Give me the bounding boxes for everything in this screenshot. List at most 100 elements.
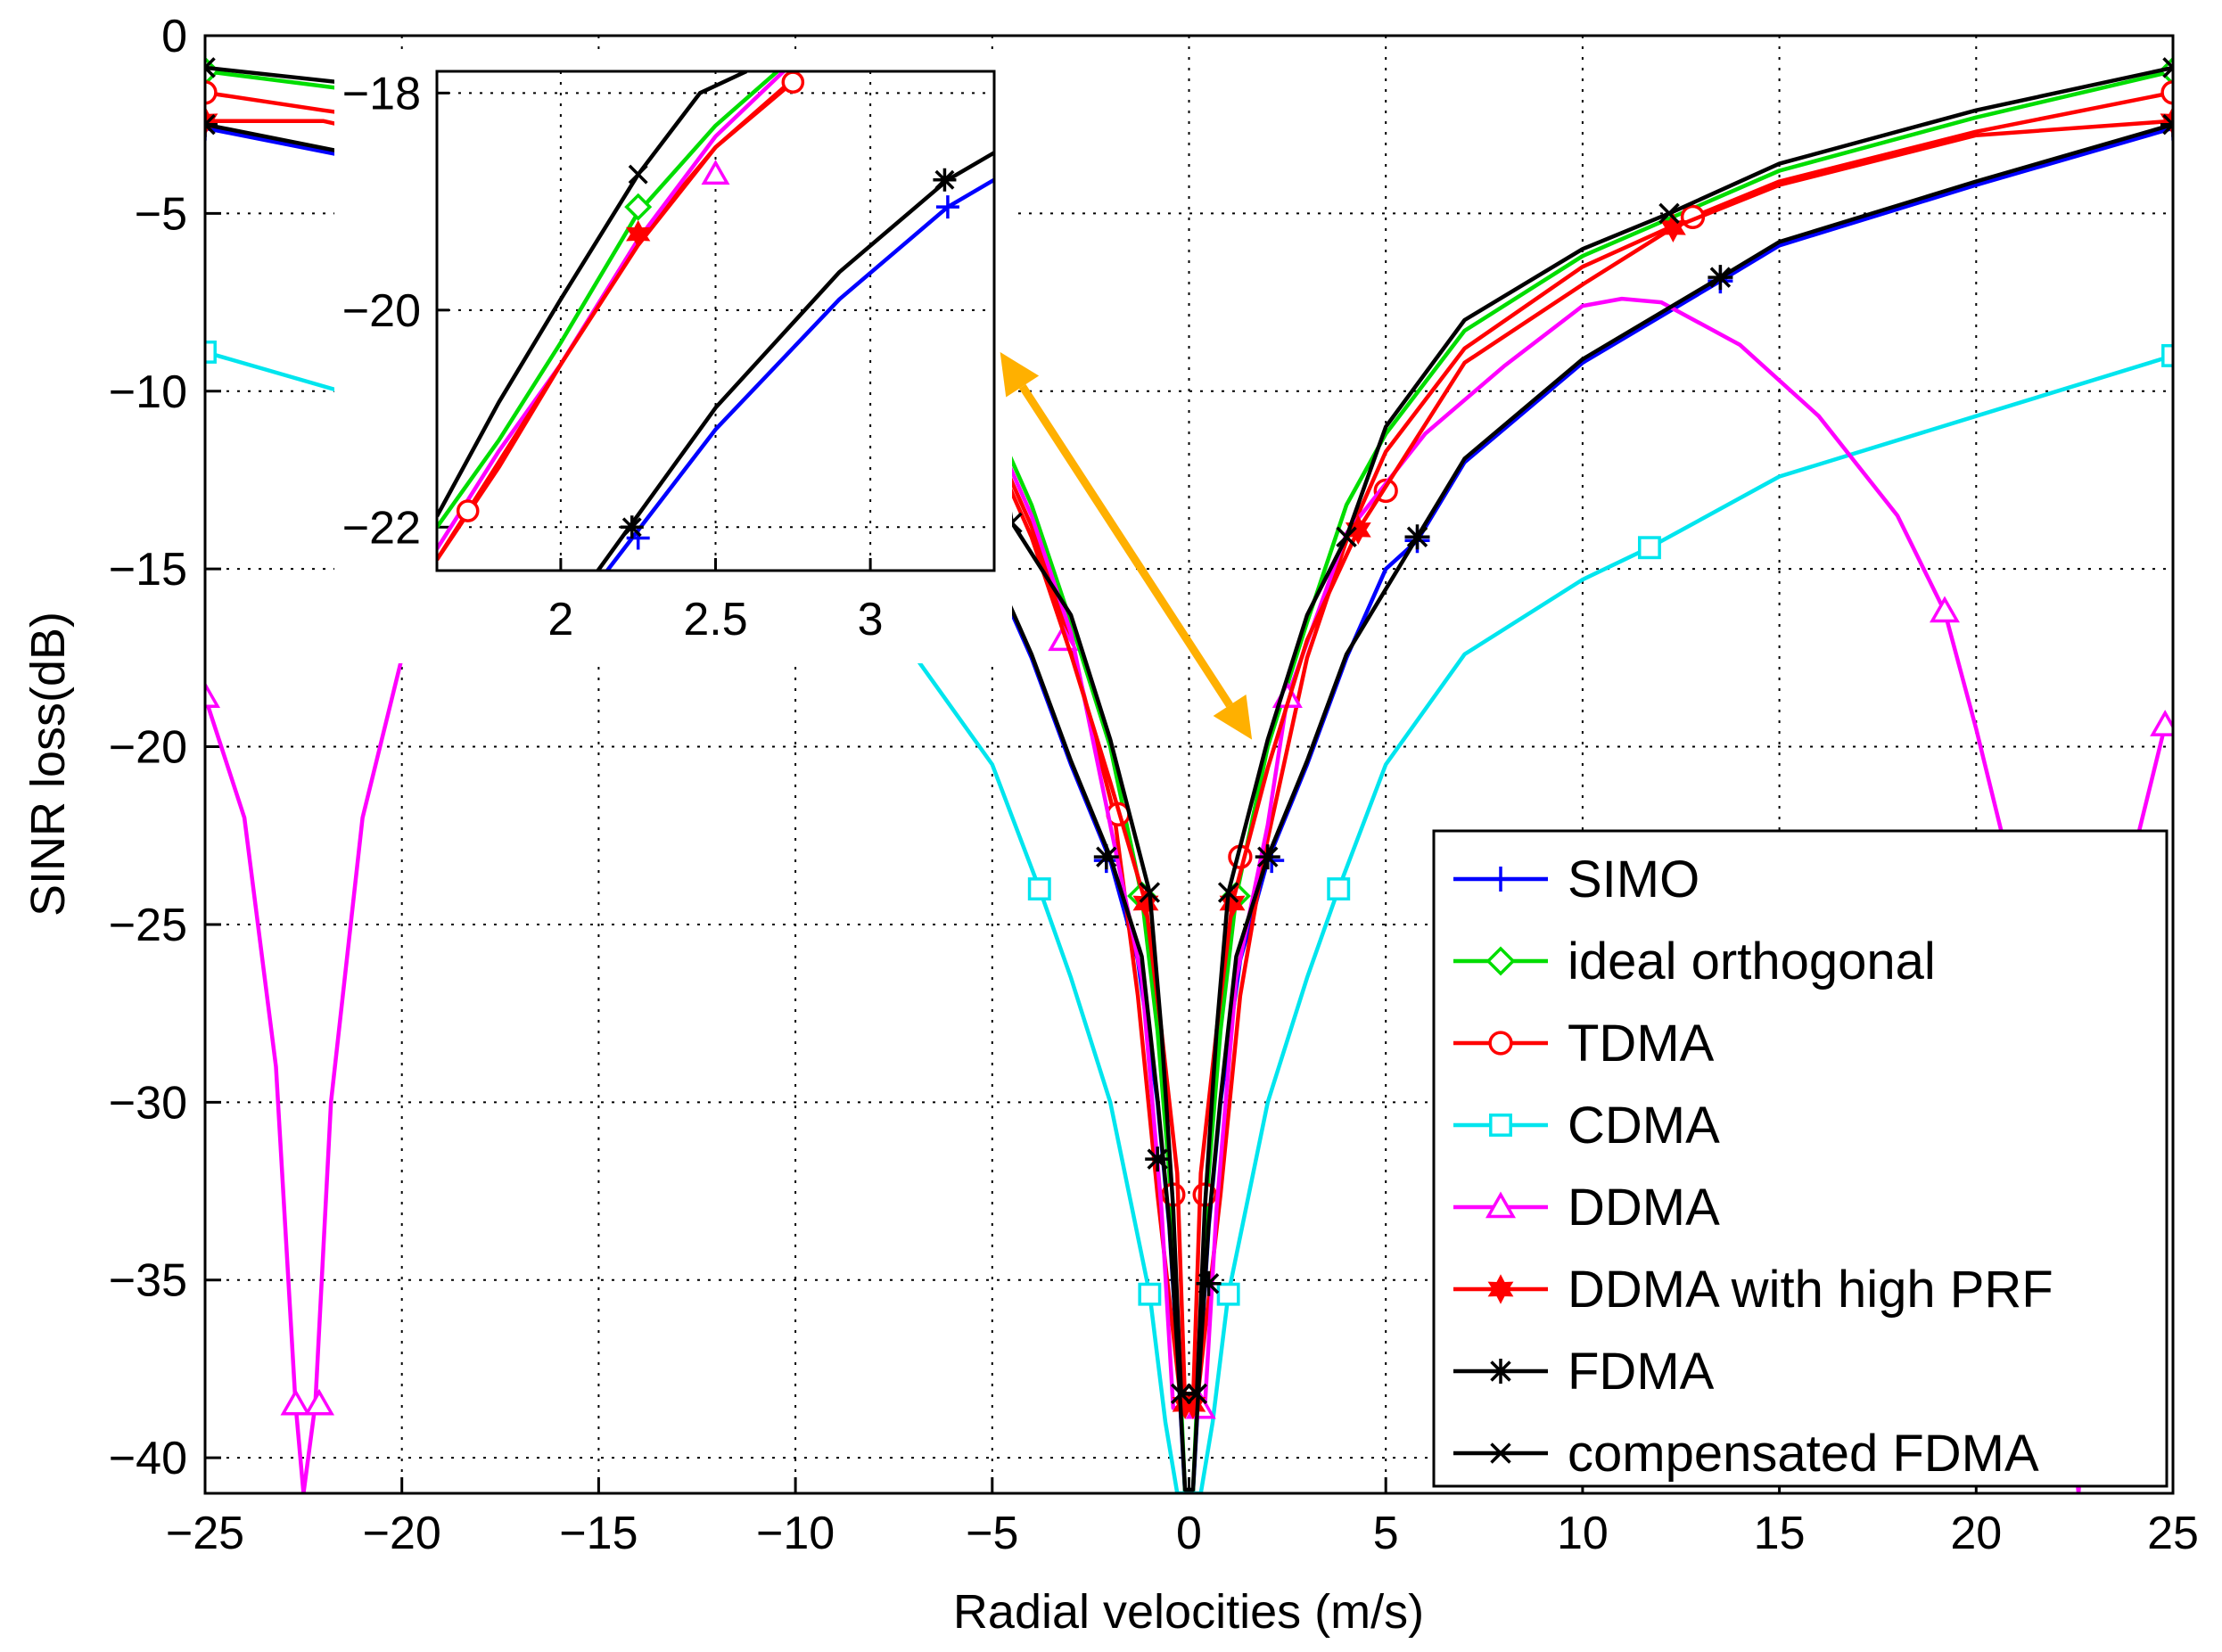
marker-triangle-shape	[280, 1388, 311, 1416]
inset-line-compensated-fdma	[437, 71, 748, 518]
data-point-cdma	[2161, 343, 2173, 367]
arrow-head-end	[1213, 694, 1253, 740]
marker-triangle-shape	[1929, 596, 1961, 623]
marker-circle-shape	[456, 499, 480, 522]
data-point-compensated-fdma	[1139, 882, 1161, 903]
marker-star-shape	[1093, 844, 1119, 870]
inset-point-simo	[935, 195, 959, 219]
arrow-head-start	[1000, 351, 1040, 398]
marker-hexagram-shape	[1180, 1389, 1206, 1419]
legend-entry-tdma: TDMA	[1453, 1015, 1715, 1073]
marker-star-shape	[1196, 1270, 1222, 1296]
legend-label-ddma-with-high-prf: DDMA with high PRF	[1568, 1261, 2053, 1319]
inset-background-mask	[334, 52, 1012, 663]
marker-square-shape	[1327, 877, 1351, 901]
data-point-compensated-fdma	[1217, 882, 1239, 903]
data-point-ddma	[2150, 710, 2173, 736]
data-point-ddma-with-high-prf	[1219, 888, 1246, 918]
axes-frame	[203, 34, 2175, 1495]
x-tick-label: −20	[363, 1508, 441, 1559]
legend-label-simo: SIMO	[1568, 851, 1699, 908]
marker-square-shape	[1216, 1282, 1240, 1306]
legend-label-fdma: FDMA	[1568, 1343, 1715, 1401]
data-point-fdma	[1255, 844, 1280, 870]
marker-x-shape	[1490, 1442, 1511, 1464]
legend-entry-simo: SIMO	[1453, 851, 1699, 908]
marker-plus-shape	[935, 195, 959, 219]
marker-triangle-shape	[1485, 1191, 1517, 1219]
x-tick-label: −5	[966, 1508, 1018, 1559]
x-tick-label: −25	[166, 1508, 244, 1559]
marker-x-shape	[1336, 526, 1357, 548]
marker-hexagram-shape	[1219, 888, 1246, 918]
marker-x-shape	[2162, 57, 2173, 78]
data-point-ddma-with-high-prf	[1132, 888, 1159, 918]
marker-circle-shape	[1488, 1031, 1513, 1056]
legend-entry-fdma: FDMA	[1453, 1343, 1715, 1401]
data-point-compensated-fdma	[205, 57, 216, 78]
marker-hexagram-shape	[1132, 888, 1159, 918]
inset-point-compensated-fdma	[628, 164, 648, 185]
data-point-tdma	[2160, 80, 2173, 105]
inset-frame	[435, 70, 996, 572]
marker-diamond-shape	[624, 193, 653, 221]
data-point-compensated-fdma	[1170, 1383, 1192, 1405]
y-tick-label: −10	[109, 366, 187, 418]
marker-circle-shape	[781, 71, 805, 94]
legend-marker-ddma-with-high-prf	[1487, 1274, 1514, 1304]
marker-triangle-shape	[205, 681, 221, 708]
inset-line-ddma-with-high-prf	[437, 80, 792, 562]
inset-point-fdma	[620, 515, 644, 539]
data-point-ddma	[1929, 596, 1961, 623]
inset-x-tick-label: 2.5	[683, 594, 747, 645]
x-axis-label: Radial velocities (m/s)	[953, 1585, 1424, 1639]
marker-circle-shape	[2160, 80, 2173, 105]
marker-square-shape	[1489, 1114, 1512, 1137]
inset-series-group	[437, 71, 994, 571]
marker-square-shape	[1637, 536, 1661, 560]
data-point-cdma	[1027, 877, 1051, 901]
legend-entry-compensated-fdma: compensated FDMA	[1453, 1425, 2039, 1483]
x-tick-label: 15	[1754, 1508, 1806, 1559]
zoom-arrow	[1000, 351, 1253, 740]
inset-white-panel	[334, 52, 1012, 663]
data-point-ddma	[280, 1388, 311, 1416]
y-tick-label: −20	[109, 722, 187, 774]
data-point-compensated-fdma	[1336, 526, 1357, 548]
legend-marker-ideal-orthogonal	[1485, 946, 1516, 976]
marker-square-shape	[1138, 1282, 1162, 1306]
zoom-inset: 2 2.5 3 −18 −20 −22	[342, 68, 996, 645]
y-tick-label: −15	[109, 544, 187, 596]
data-point-ddma-with-high-prf	[1345, 514, 1371, 545]
marker-square-shape	[2161, 343, 2173, 367]
legend-marker-cdma	[1489, 1114, 1512, 1137]
data-point-fdma	[1708, 265, 1733, 291]
marker-diamond-shape	[1485, 946, 1516, 976]
y-tick-label: −35	[109, 1255, 187, 1307]
inset-y-tick-label: −18	[342, 68, 421, 119]
marker-x-shape	[205, 57, 216, 78]
y-tick-label: −30	[109, 1077, 187, 1129]
x-tick-label: −10	[756, 1508, 835, 1559]
y-tick-label: −5	[135, 188, 187, 240]
marker-x-shape	[1186, 1383, 1208, 1405]
tick-labels: −25 −20 −15 −10 −5 0 5 10 15 20 25 0 −5 −10 −15 −20 −25 −…	[109, 11, 2199, 1559]
data-point-cdma	[1327, 877, 1351, 901]
marker-square-shape	[1027, 877, 1051, 901]
marker-x-shape	[1139, 882, 1161, 903]
inset-x-tick-label: 2	[547, 594, 573, 645]
marker-x-shape	[1170, 1383, 1192, 1405]
data-point-ddma	[205, 681, 221, 708]
inset-y-tick-label: −20	[342, 285, 421, 337]
legend-entry-cdma: CDMA	[1453, 1097, 1720, 1155]
marker-triangle-shape	[2150, 710, 2173, 736]
inset-point-ddma	[701, 160, 730, 185]
data-point-fdma	[1196, 1270, 1222, 1296]
inset-grid	[437, 71, 994, 571]
inset-point-ddma-with-high-prf	[626, 219, 651, 249]
marker-star-shape	[1488, 1359, 1513, 1384]
inset-line-simo	[605, 177, 994, 571]
data-point-compensated-fdma	[2162, 57, 2173, 78]
y-axis-label: SINR loss(dB)	[21, 612, 75, 916]
